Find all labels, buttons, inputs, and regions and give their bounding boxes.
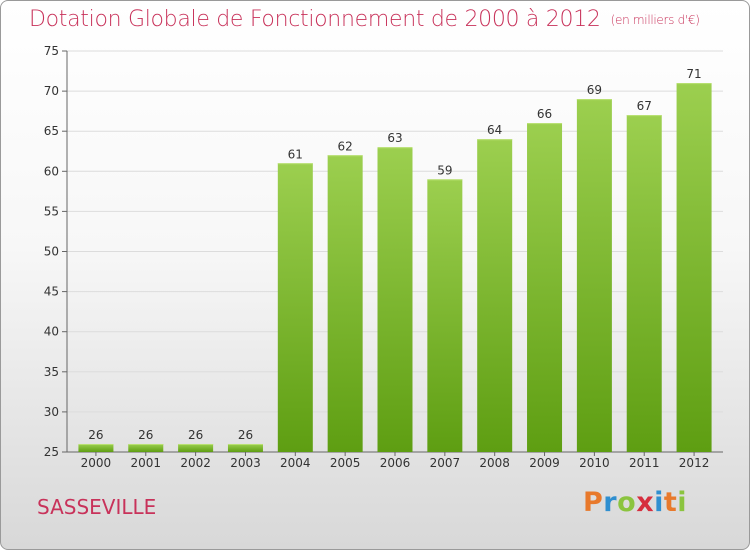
axes: 25 30 35 40 45 50 55 60 65 70 75 2000 2001 2002 2003 20…: [44, 44, 723, 470]
x-tick-label: 2011: [629, 456, 660, 470]
chart-title-text: Dotation Globale de Fonctionnement de 20…: [29, 7, 601, 32]
data-label: 26: [88, 428, 103, 442]
data-label: 26: [188, 428, 203, 442]
logo-letter: t: [663, 487, 678, 518]
x-tick-label: 2002: [180, 456, 211, 470]
data-labels: 26 26 26 26 61 62 63 59 64 66 69 67 71: [88, 67, 701, 442]
y-tick-label: 55: [44, 204, 59, 218]
chart-title: Dotation Globale de Fonctionnement de 20…: [29, 7, 700, 32]
x-tick-label: 2000: [81, 456, 112, 470]
logo-letter: x: [636, 487, 655, 518]
data-label: 62: [338, 139, 353, 153]
commune-name: SASSEVILLE: [37, 495, 157, 519]
x-tick-label: 2003: [230, 456, 261, 470]
y-tick-label: 45: [44, 285, 59, 299]
x-tick-label: 2005: [330, 456, 361, 470]
logo-letter: o: [617, 487, 637, 518]
data-label: 64: [487, 123, 502, 137]
y-tick-label: 40: [44, 325, 59, 339]
y-tick-label: 35: [44, 365, 59, 379]
y-tick-label: 25: [44, 445, 59, 459]
x-tick-label: 2001: [130, 456, 161, 470]
y-tick-label: 75: [44, 44, 59, 58]
bar: [277, 163, 313, 452]
bar: [227, 443, 263, 452]
bar: [377, 147, 413, 453]
y-tick-label: 30: [44, 405, 59, 419]
bar: [576, 99, 612, 453]
bars: [78, 83, 712, 453]
x-tick-label: 2012: [679, 456, 710, 470]
logo-letter: i: [654, 487, 664, 518]
x-tick-label: 2008: [479, 456, 510, 470]
proxiti-logo: Proxiti: [583, 487, 687, 518]
y-tick-label: 65: [44, 124, 59, 138]
data-label: 59: [437, 163, 452, 177]
bar: [477, 139, 513, 452]
data-label: 26: [138, 428, 153, 442]
bar: [527, 123, 563, 453]
data-label: 26: [238, 428, 253, 442]
data-label: 69: [587, 83, 602, 97]
x-tick-label: 2010: [579, 456, 610, 470]
y-tick-label: 50: [44, 245, 59, 259]
bar: [427, 179, 463, 452]
x-tick-label: 2006: [380, 456, 411, 470]
data-label: 71: [686, 67, 701, 81]
data-label: 67: [637, 99, 652, 113]
bar: [626, 115, 662, 452]
chart-subtitle: (en milliers d'€): [610, 13, 700, 27]
logo-letter: P: [583, 487, 604, 518]
data-label: 61: [288, 147, 303, 161]
logo-letter: i: [677, 487, 688, 518]
y-tick-label: 60: [44, 164, 59, 178]
data-label: 63: [387, 131, 402, 145]
x-tick-label: 2009: [529, 456, 560, 470]
bar: [676, 83, 712, 452]
x-tick-label: 2007: [430, 456, 461, 470]
bar: [128, 443, 164, 452]
data-label: 66: [537, 107, 552, 121]
logo-letter: r: [603, 487, 618, 518]
bar: [327, 155, 363, 452]
y-tick-label: 70: [44, 84, 59, 98]
bar: [178, 443, 214, 452]
bar: [78, 443, 114, 452]
x-tick-label: 2004: [280, 456, 311, 470]
